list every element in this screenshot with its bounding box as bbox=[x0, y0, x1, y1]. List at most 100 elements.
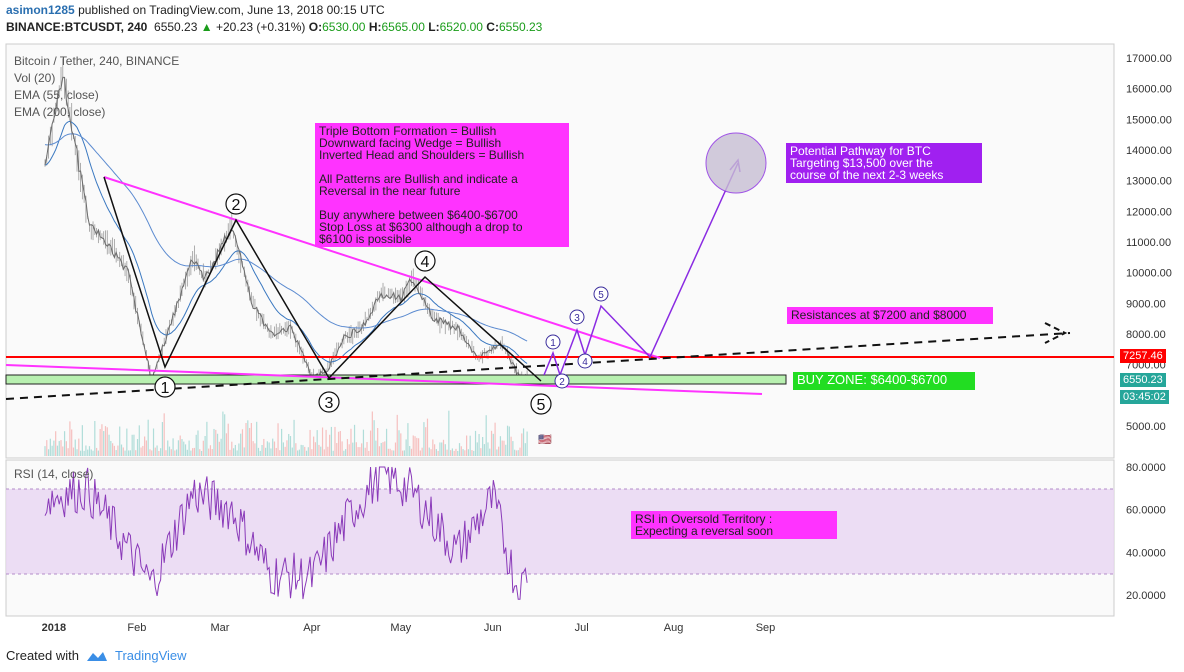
price-tick-label: 15000.00 bbox=[1126, 114, 1172, 126]
price-tick-label: 16000.00 bbox=[1126, 84, 1172, 96]
volume-bar bbox=[106, 427, 108, 456]
volume-bar bbox=[144, 436, 146, 456]
rsi-tick-label: 60.0000 bbox=[1126, 505, 1166, 517]
volume-bar bbox=[199, 449, 201, 456]
countdown-label: 03:45:02 bbox=[1120, 390, 1169, 404]
high-value: 6565.00 bbox=[381, 20, 425, 34]
volume-bar bbox=[170, 449, 172, 456]
volume-bar bbox=[101, 424, 103, 456]
volume-bar bbox=[131, 434, 133, 456]
volume-bar bbox=[514, 449, 516, 456]
volume-bar bbox=[160, 448, 162, 456]
time-tick-label: Aug bbox=[664, 622, 684, 634]
symbol-label: BINANCE:BTCUSDT, 240 bbox=[6, 20, 148, 34]
volume-bar bbox=[281, 428, 283, 456]
wave-marker bbox=[318, 391, 340, 413]
volume-bar bbox=[133, 434, 135, 456]
volume-bar bbox=[252, 441, 254, 456]
volume-bar bbox=[67, 448, 69, 456]
ema55-legend[interactable]: EMA (55, close) bbox=[14, 88, 99, 102]
volume-bar bbox=[313, 436, 315, 456]
volume-bar bbox=[87, 449, 89, 456]
volume-bar bbox=[403, 450, 405, 456]
volume-bar bbox=[120, 444, 123, 456]
volume-bar bbox=[434, 444, 436, 456]
volume-bar bbox=[405, 439, 407, 456]
volume-bar bbox=[129, 450, 131, 456]
volume-bar bbox=[350, 428, 352, 456]
volume-bar bbox=[168, 446, 171, 456]
price-tick-label: 5000.00 bbox=[1126, 421, 1166, 433]
volume-bar bbox=[218, 441, 220, 456]
rsi-note[interactable]: RSI in Oversold Territory : Expecting a … bbox=[631, 511, 837, 539]
price-tick-label: 9000.00 bbox=[1126, 298, 1166, 310]
volume-bar bbox=[158, 450, 160, 456]
wave-label-small: 4 bbox=[582, 357, 588, 368]
volume-bar bbox=[243, 447, 245, 456]
resistance-note[interactable]: Resistances at $7200 and $8000 bbox=[787, 307, 993, 324]
volume-bar bbox=[145, 440, 148, 456]
volume-bar bbox=[95, 447, 98, 456]
wave-label: 5 bbox=[537, 397, 546, 414]
volume-bar bbox=[460, 446, 462, 456]
wave-marker bbox=[154, 376, 176, 398]
volume-bar bbox=[378, 446, 381, 456]
volume-bar bbox=[332, 450, 334, 456]
vol-legend[interactable]: Vol (20) bbox=[14, 71, 56, 85]
volume-bar bbox=[161, 422, 164, 456]
volume-bar bbox=[136, 439, 139, 456]
volume-bar bbox=[236, 450, 238, 456]
volume-bar bbox=[208, 448, 210, 456]
time-axis[interactable]: 2018 Feb Mar Apr May Jun Jul Aug Sep bbox=[42, 622, 776, 634]
volume-bar bbox=[289, 436, 292, 456]
volume-bar bbox=[439, 442, 441, 456]
pathway-note[interactable]: Potential Pathway for BTC Targeting $13,… bbox=[786, 143, 982, 183]
volume-bar bbox=[53, 440, 55, 456]
volume-bar bbox=[426, 418, 429, 456]
volume-bar bbox=[339, 430, 341, 456]
patterns-note[interactable]: Triple Bottom Formation = Bullish Downwa… bbox=[315, 123, 569, 247]
volume-bar bbox=[229, 449, 231, 456]
wave-label: 2 bbox=[232, 197, 241, 214]
price-pane[interactable] bbox=[5, 43, 1115, 459]
volume-bar bbox=[181, 439, 183, 456]
volume-bar bbox=[192, 448, 194, 456]
volume-bar bbox=[58, 441, 60, 456]
time-tick-label: Jun bbox=[484, 622, 502, 634]
volume-bar bbox=[419, 450, 421, 456]
volume-bar bbox=[416, 437, 418, 456]
wave-label-small: 1 bbox=[550, 338, 556, 349]
volume-bar bbox=[151, 450, 153, 456]
wave-label: 1 bbox=[161, 380, 170, 397]
rsi-axis[interactable]: 20.0000 40.0000 60.0000 80.0000 bbox=[1126, 462, 1166, 602]
tradingview-link[interactable]: TradingView bbox=[114, 648, 187, 663]
volume-bar bbox=[154, 447, 156, 456]
volume-bar bbox=[451, 448, 453, 456]
buy-zone-note[interactable]: BUY ZONE: $6400-$6700 bbox=[793, 372, 975, 390]
volume-bar bbox=[94, 420, 96, 456]
volume-bar bbox=[473, 450, 475, 456]
volume-bar bbox=[108, 434, 110, 456]
ema200-legend[interactable]: EMA (200, close) bbox=[14, 105, 106, 119]
volume-bar bbox=[369, 430, 372, 456]
volume-bar bbox=[241, 429, 244, 456]
time-tick-label: Jul bbox=[575, 622, 589, 634]
wave-label: 4 bbox=[421, 254, 430, 271]
volume-bar bbox=[327, 446, 329, 456]
volume-bar bbox=[51, 445, 53, 456]
created-with-text: Created with bbox=[6, 648, 79, 663]
ema200-line bbox=[44, 133, 528, 342]
volume-bar bbox=[512, 441, 514, 456]
volume-bar bbox=[291, 447, 293, 456]
volume-bar bbox=[183, 441, 185, 456]
ohlc-line: BINANCE:BTCUSDT, 240 6550.23 ▲ +20.23 (+… bbox=[6, 20, 542, 34]
volume-bar bbox=[316, 430, 318, 456]
volume-bar bbox=[423, 422, 425, 456]
volume-bar bbox=[355, 442, 357, 456]
author-link[interactable]: asimon1285 bbox=[6, 3, 75, 17]
volume-bar bbox=[122, 447, 124, 456]
rsi-legend[interactable]: RSI (14, close) bbox=[14, 467, 94, 481]
volume-bar bbox=[417, 438, 420, 456]
volume-bar bbox=[508, 426, 510, 456]
